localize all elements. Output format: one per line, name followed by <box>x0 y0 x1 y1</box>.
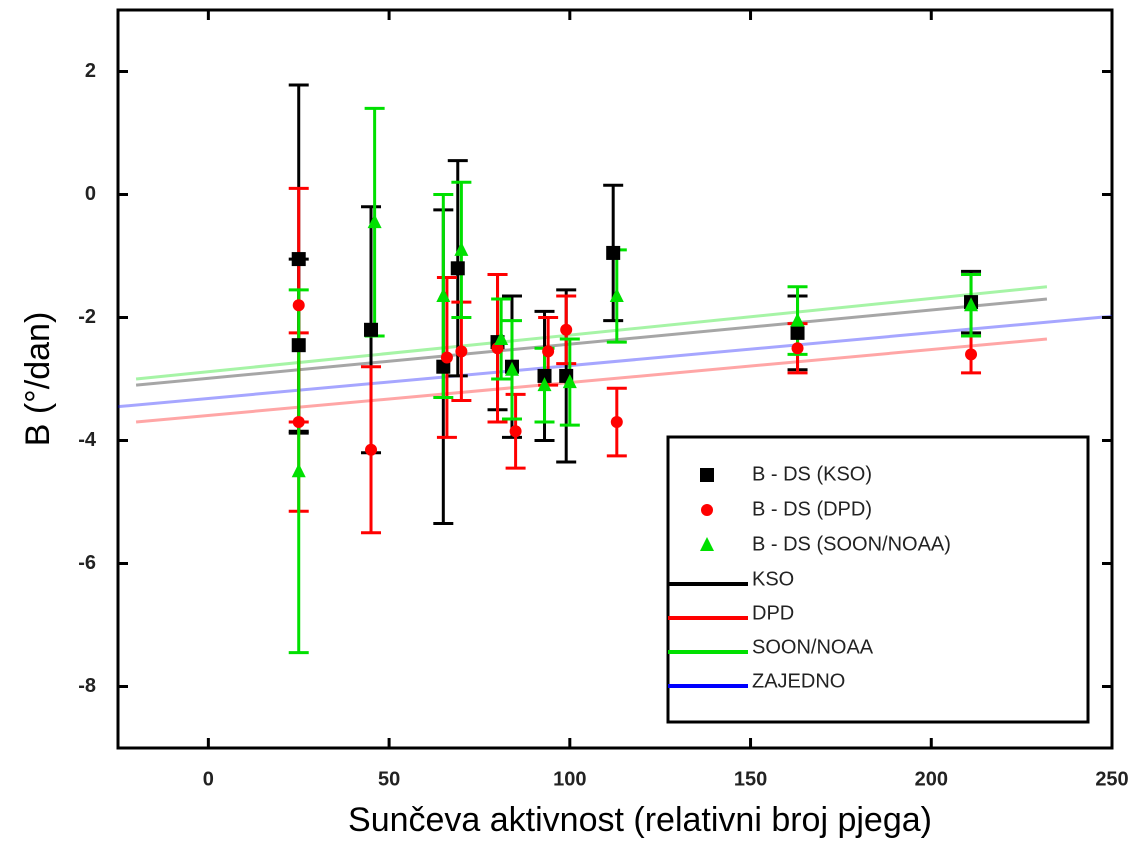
point <box>560 323 573 336</box>
legend-marker <box>700 537 714 551</box>
y-axis-label: B (°/dan) <box>19 312 57 447</box>
point <box>291 252 306 267</box>
point <box>504 361 519 376</box>
legend-label: KSO <box>752 568 794 590</box>
point <box>791 342 804 355</box>
legend-marker <box>700 468 714 482</box>
legend-label: B - DS (DPD) <box>752 498 872 520</box>
point <box>292 416 305 429</box>
x-tick-label: 50 <box>378 768 400 790</box>
legend-label: SOON/NOAA <box>752 636 874 658</box>
plot-frame <box>116 8 1114 750</box>
legend-marker <box>701 504 713 516</box>
point <box>436 287 451 302</box>
point <box>365 443 378 456</box>
x-tick-label: 150 <box>734 768 767 790</box>
fit-line <box>135 297 1048 387</box>
point <box>291 338 306 353</box>
point <box>367 214 382 229</box>
y-tick-label: -4 <box>78 429 97 451</box>
point <box>455 345 468 358</box>
x-tick-label: 200 <box>915 768 948 790</box>
point <box>537 368 552 383</box>
point <box>542 345 555 358</box>
point <box>509 425 522 438</box>
point <box>292 299 305 312</box>
point <box>965 348 978 361</box>
fit-line <box>135 337 1048 424</box>
point <box>364 322 379 337</box>
point <box>562 374 577 389</box>
legend-label: DPD <box>752 602 794 624</box>
x-tick-label: 0 <box>203 768 214 790</box>
point <box>610 416 623 429</box>
point <box>606 245 621 260</box>
legend-label: ZAJEDNO <box>752 670 845 692</box>
point <box>790 312 805 327</box>
legend-label: B - DS (SOON/NOAA) <box>752 533 951 555</box>
x-tick-label: 250 <box>1095 768 1128 790</box>
point <box>440 351 453 364</box>
fit-line <box>135 285 1048 381</box>
point <box>537 377 552 392</box>
point <box>491 342 504 355</box>
point <box>609 287 624 302</box>
point <box>964 297 979 312</box>
y-tick-label: 0 <box>85 183 96 205</box>
point <box>291 463 306 478</box>
point <box>790 325 805 340</box>
legend-label: B - DS (KSO) <box>752 463 872 485</box>
point <box>494 331 509 346</box>
y-tick-label: -8 <box>78 675 96 697</box>
y-tick-label: -2 <box>78 306 96 328</box>
point <box>450 261 465 276</box>
x-tick-label: 100 <box>553 768 586 790</box>
y-tick-label: 2 <box>85 60 96 82</box>
fit-line <box>117 314 1113 409</box>
y-tick-label: -6 <box>78 552 96 574</box>
legend-box <box>666 435 1090 724</box>
x-axis-label: Sunčeva aktivnost (relativni broj pjega) <box>348 801 932 839</box>
point <box>454 241 469 256</box>
